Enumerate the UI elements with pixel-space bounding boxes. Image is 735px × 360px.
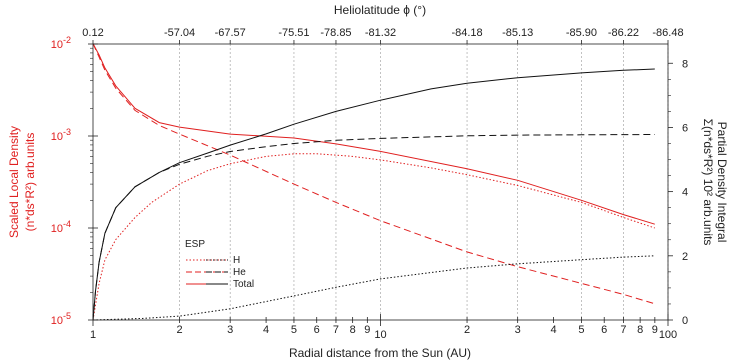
top-tick-label: -57.04 <box>164 27 195 39</box>
top-tick-label: -78.85 <box>320 27 351 39</box>
legend-label-total: Total <box>233 279 254 290</box>
x-tick-label: 5 <box>578 324 584 336</box>
x-tick-label: 8 <box>637 324 643 336</box>
x-tick-label: 2 <box>464 324 470 336</box>
left-axis-ticks: 10-5 10-4 10-3 10-2 <box>51 35 98 327</box>
series-line-total-local-density <box>92 43 655 225</box>
y-left-tick-label: 10-3 <box>51 127 71 143</box>
top-tick-label: -86.22 <box>608 27 639 39</box>
top-tick-label: -85.13 <box>502 27 533 39</box>
legend: ESP H He Total <box>185 239 254 290</box>
x-tick-label: 3 <box>515 324 521 336</box>
x-tick-label: 6 <box>601 324 607 336</box>
x-axis-title: Radial distance from the Sun (AU) <box>289 346 471 360</box>
x-tick-label: 2 <box>176 324 182 336</box>
series-line-h-local-density <box>92 153 655 321</box>
x-tick-label: 1 <box>90 329 96 341</box>
y-right-tick-label: 4 <box>682 187 688 199</box>
top-tick-label: -84.18 <box>451 27 482 39</box>
top-axis-ticks: 0.12 -57.04 -67.57 -75.51 -78.85 -81.32 -84.18… <box>82 27 684 44</box>
x-tick-label: 8 <box>350 324 356 336</box>
y-left-tick-label: 10-4 <box>51 219 71 235</box>
y-right-tick-label: 6 <box>682 122 688 134</box>
series-line-total-integral <box>92 68 655 321</box>
x-tick-label: 7 <box>620 324 626 336</box>
x-tick-label: 9 <box>652 324 658 336</box>
y-right-tick-label: 2 <box>682 251 688 263</box>
right-axis-title-line1: Partial Density Integral <box>715 122 729 243</box>
y-right-tick-label: 8 <box>682 58 688 70</box>
y-left-tick-label: 10-2 <box>51 35 71 51</box>
legend-label-h: H <box>233 255 240 266</box>
x-tick-label: 6 <box>314 324 320 336</box>
y-right-tick-label: 0 <box>682 315 688 327</box>
top-axis-title: Heliolatitude ϕ (°) <box>334 3 426 17</box>
legend-title: ESP <box>185 239 205 250</box>
x-tick-label: 5 <box>291 324 297 336</box>
legend-label-he: He <box>233 267 246 278</box>
x-tick-label: 9 <box>364 324 370 336</box>
x-tick-label: 4 <box>551 324 557 336</box>
series-lines <box>92 43 655 321</box>
x-tick-label: 100 <box>659 329 677 341</box>
left-axis-title-line1: Scaled Local Density <box>7 126 21 238</box>
top-tick-label: -86.48 <box>652 27 683 39</box>
top-tick-label: -81.32 <box>365 27 396 39</box>
x-tick-label: 10 <box>374 329 386 341</box>
top-tick-label: -75.51 <box>278 27 309 39</box>
x-tick-label: 7 <box>333 324 339 336</box>
top-tick-label: -67.57 <box>215 27 246 39</box>
y-left-tick-label: 10-5 <box>51 311 71 327</box>
top-tick-label: -85.90 <box>566 27 597 39</box>
right-axis-title-line2: Σ(n*ds*R²) 10² arb.units <box>701 119 715 246</box>
right-axis-ticks: 0 2 4 6 8 <box>668 58 688 327</box>
bottom-axis-ticks: 1 2 3 4 5 6 7 8 9 10 2 3 4 5 6 7 8 9 100 <box>90 314 677 341</box>
x-tick-label: 3 <box>227 324 233 336</box>
series-line-he-local-density <box>92 43 655 305</box>
series-line-h-integral <box>92 255 655 321</box>
top-tick-label: 0.12 <box>82 27 103 39</box>
x-tick-label: 4 <box>263 324 269 336</box>
left-axis-title-line2: (n*ds*R²) arb.units <box>23 133 37 232</box>
